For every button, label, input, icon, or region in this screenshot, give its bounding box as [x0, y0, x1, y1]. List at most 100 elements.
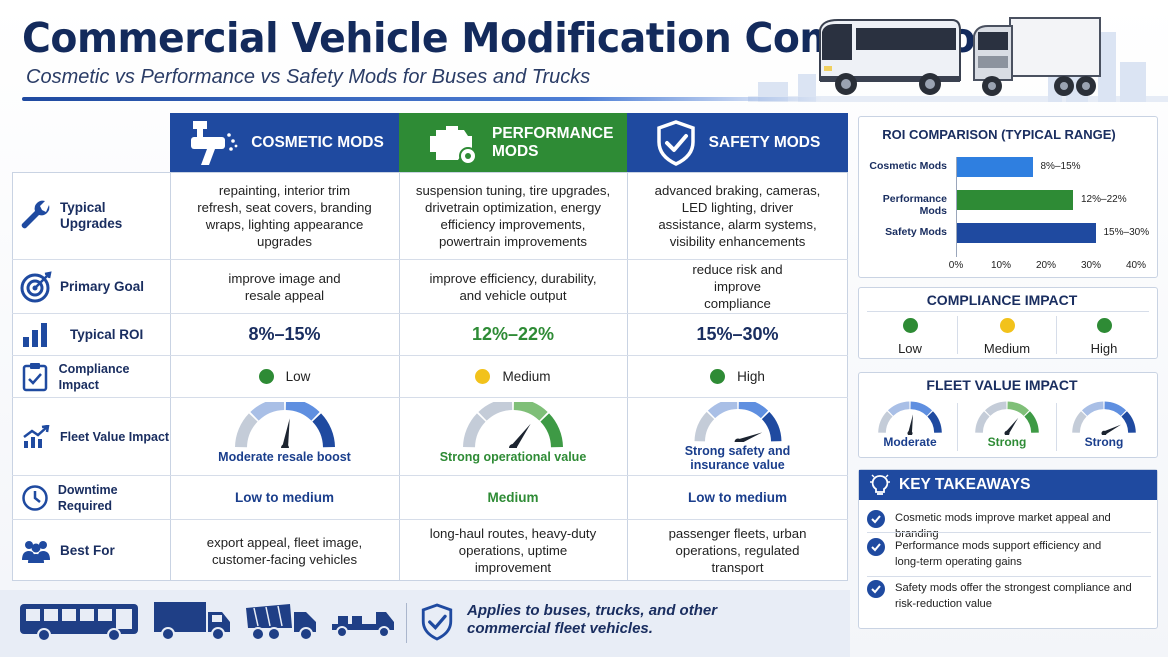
gauge-needle — [510, 423, 531, 448]
compliance-item-medium: Medium — [958, 318, 1056, 358]
gauge-segment — [984, 401, 1007, 416]
compliance-item-label: Medium — [983, 341, 1031, 356]
roi-value-safety: 15%–30% — [696, 324, 779, 344]
fleet-value-gauge — [234, 402, 335, 448]
gauge-segment — [1081, 401, 1104, 416]
gauge-hub — [907, 430, 913, 435]
gauge-segment — [285, 402, 320, 421]
gauge-segment — [1121, 411, 1136, 433]
cell-goal-performance: improve efficiency, durability, and vehi… — [429, 270, 597, 303]
table-row-compliance: Compliance Impact Low Medium High — [12, 355, 848, 397]
fleet-item-label: Strong — [1084, 435, 1124, 449]
gauge-segment — [975, 411, 990, 433]
gauge-segment — [311, 413, 335, 448]
roi-comparison-title: ROI COMPARISON (TYPICAL RANGE) — [882, 127, 1116, 142]
column-divider — [399, 172, 400, 581]
column-header-cosmetic-label: COSMETIC MODS — [251, 133, 384, 151]
gauge-segment — [910, 401, 933, 416]
title-underline — [22, 97, 822, 101]
trend-up-icon — [23, 424, 50, 448]
gauge-segment — [1024, 411, 1039, 433]
column-header-cosmetic: COSMETIC MODS — [170, 113, 399, 172]
roi-bar — [956, 223, 1096, 243]
status-dot-green — [902, 318, 918, 333]
table-row-fleet-value: Fleet Value Impact Moderate resale boost… — [12, 397, 848, 475]
gauge-needle — [1103, 424, 1122, 435]
compliance-cosmetic: Low — [285, 369, 311, 384]
roi-axis-tick: 10% — [990, 260, 1012, 271]
group-icon — [22, 540, 50, 563]
takeaway-item: Cosmetic mods improve market appeal and … — [867, 510, 1151, 542]
compliance-safety: High — [737, 369, 765, 384]
footer-note: Applies to buses, trucks, and other comm… — [467, 602, 718, 637]
gauge-segment — [513, 402, 548, 421]
gauge-segment — [249, 402, 284, 421]
table-row-upgrades: Typical Upgrades repainting, interior tr… — [12, 172, 848, 259]
row-label-downtime: Downtime Required — [57, 482, 118, 513]
compliance-item-low: Low — [861, 318, 959, 358]
column-divider — [170, 172, 171, 581]
table-row-best-for: Best For export appeal, fleet image, cus… — [12, 519, 848, 581]
fleet-value-panel: FLEET VALUE IMPACT Moderate Strong Stron… — [858, 372, 1158, 458]
roi-axis-tick: 0% — [948, 260, 964, 271]
page-subtitle: Cosmetic vs Performance vs Safety Mods f… — [26, 66, 591, 88]
target-icon — [20, 270, 52, 302]
key-takeaways-title: KEY TAKEAWAYS — [899, 476, 1031, 493]
row-label-compliance: Compliance Impact — [58, 361, 130, 392]
gauge-segment — [463, 413, 486, 448]
gauge-segment — [234, 413, 258, 448]
table-row-downtime: Downtime Required Low to medium Medium L… — [12, 475, 848, 519]
column-header-performance-label: PERFORMANCE MODS — [492, 124, 614, 160]
mini-gauge — [975, 401, 1039, 435]
row-label-fleet-value: Fleet Value Impact — [60, 429, 170, 444]
cell-best-for-safety: passenger fleets, urban operations, regu… — [668, 526, 807, 575]
bus-icon — [20, 604, 138, 642]
column-divider — [627, 172, 628, 581]
dump-truck-icon — [246, 604, 316, 641]
takeaway-text: Performance mods support efficiency and … — [895, 540, 1102, 568]
takeaway-item: Performance mods support efficiency and … — [867, 538, 1151, 570]
gauge-segment — [738, 402, 768, 419]
gauge-needle — [281, 418, 290, 448]
column-header-safety-label: SAFETY MODS — [708, 133, 821, 151]
fleet-value-safety: Strong safety and insurance value — [684, 444, 791, 472]
fleet-value-performance: Strong operational value — [439, 450, 587, 464]
row-label-best-for: Best For — [60, 542, 115, 558]
fleet-item-label: Moderate — [883, 435, 937, 449]
gauge-hub — [1004, 430, 1010, 435]
flatbed-truck-icon — [332, 612, 394, 638]
takeaway-item: Safety mods offer the strongest complian… — [867, 580, 1151, 612]
fleet-panel-title: FLEET VALUE IMPACT — [926, 377, 1078, 393]
check-circle-icon — [867, 580, 885, 598]
table-body — [12, 172, 848, 581]
downtime-performance: Medium — [487, 490, 539, 505]
gauge-segment — [478, 402, 513, 421]
roi-bar — [956, 190, 1073, 210]
roi-value-cosmetic: 8%–15% — [248, 324, 321, 344]
cell-upgrades-safety: advanced braking, cameras, LED lighting,… — [654, 182, 821, 249]
mini-gauge — [878, 401, 942, 435]
gauge-segment — [1007, 401, 1030, 416]
roi-bar-label: Cosmetic Mods — [869, 160, 947, 172]
cell-best-for-performance: long-haul routes, heavy-duty operations,… — [429, 526, 597, 575]
fleet-value-gauge — [694, 402, 781, 442]
row-label-roi: Typical ROI — [70, 326, 144, 342]
table-row-goal: Primary Goal improve image and resale ap… — [12, 259, 848, 313]
clock-icon — [22, 484, 48, 511]
column-header-performance: PERFORMANCE MODS — [399, 113, 627, 172]
mini-gauge — [1072, 401, 1136, 435]
roi-axis-line — [956, 157, 957, 257]
takeaway-text: Cosmetic mods improve market appeal and … — [895, 512, 1111, 540]
shield-check-icon — [421, 603, 453, 641]
bar-chart-icon — [23, 322, 47, 347]
fleet-item-strong-performance: Strong — [958, 401, 1056, 449]
gauge-segment — [927, 411, 942, 433]
gauge-segment — [1104, 401, 1127, 416]
cell-goal-cosmetic: improve image and resale appeal — [228, 270, 341, 303]
gauge-segment — [887, 401, 910, 416]
gauge-hub — [734, 438, 741, 442]
gauge-segment — [761, 411, 781, 442]
cell-goal-safety: reduce risk and improve compliance — [692, 262, 783, 311]
spray-gun-icon — [191, 120, 238, 165]
status-dot-green — [1096, 318, 1112, 333]
